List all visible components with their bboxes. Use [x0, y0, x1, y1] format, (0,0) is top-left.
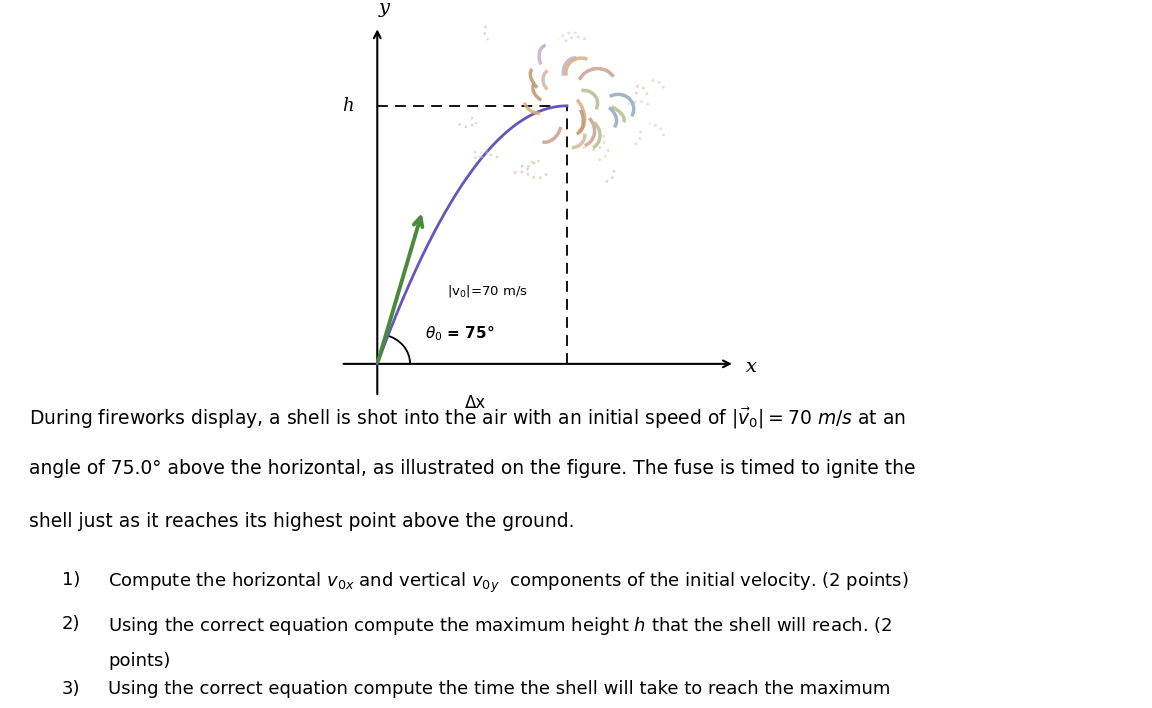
Text: During fireworks display, a shell is shot into the air with an initial speed of : During fireworks display, a shell is sho…: [29, 406, 905, 431]
Text: shell just as it reaches its highest point above the ground.: shell just as it reaches its highest poi…: [29, 512, 574, 531]
Text: 2): 2): [62, 615, 81, 632]
Text: points): points): [108, 652, 170, 670]
Text: y: y: [379, 0, 391, 16]
Text: |v$_0$|=70 m/s: |v$_0$|=70 m/s: [447, 283, 528, 299]
Text: Using the correct equation compute the time the shell will take to reach the max: Using the correct equation compute the t…: [108, 680, 890, 698]
Text: angle of 75.0° above the horizontal, as illustrated on the figure. The fuse is t: angle of 75.0° above the horizontal, as …: [29, 459, 915, 478]
Text: Compute the horizontal $v_{0x}$ and vertical $v_{0y}$  components of the initial: Compute the horizontal $v_{0x}$ and vert…: [108, 571, 909, 595]
Text: Using the correct equation compute the maximum height $h$ that the shell will re: Using the correct equation compute the m…: [108, 615, 893, 636]
Text: x: x: [745, 358, 757, 376]
Text: Δx: Δx: [465, 394, 486, 411]
Text: $\theta_0$ = 75°: $\theta_0$ = 75°: [425, 325, 494, 343]
Text: 1): 1): [62, 571, 81, 589]
Text: h: h: [342, 97, 354, 115]
Text: 3): 3): [62, 680, 81, 698]
